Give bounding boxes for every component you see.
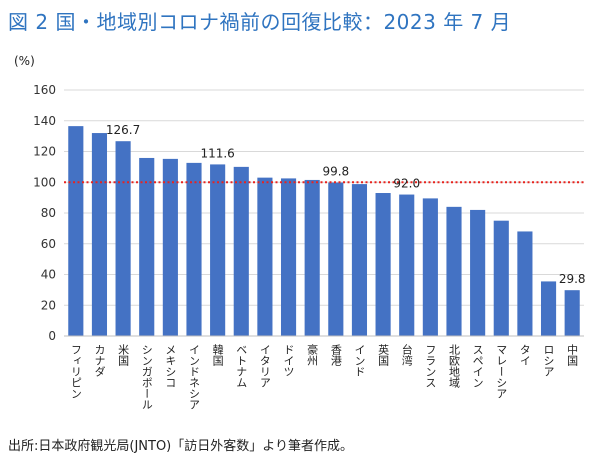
x-category-label: ロシア [542,344,555,377]
x-category-label: シンガポール [140,344,153,410]
bar [422,198,438,336]
data-label: 111.6 [200,146,234,160]
bar [351,184,368,336]
x-category-label: ベトナム [235,344,248,388]
y-tick-label: 140 [33,114,56,128]
bar [470,209,486,336]
y-tick-label: 160 [33,83,56,97]
bar [375,193,391,336]
y-tick-label: 20 [41,298,56,312]
x-category-label: 米国 [117,344,130,367]
x-category-label: カナダ [93,344,106,377]
x-category-label: タイ [518,344,531,366]
source-note: 出所:日本政府観光局(JNTO)「訪日外客数」より筆者作成。 [8,439,353,454]
bar [446,206,462,336]
bar [115,141,131,336]
x-category-label: 香港 [329,344,342,366]
x-category-label: 台湾 [400,343,413,367]
bar [517,231,533,336]
x-category-label: 中国 [566,344,579,367]
bar [257,177,273,336]
data-label: 92.0 [393,177,420,191]
bar [564,290,580,336]
x-category-label: フィリピン [69,344,82,399]
x-category-label: フランス [424,344,437,388]
bar [91,133,108,336]
y-tick-label: 100 [33,175,56,189]
data-label: 126.7 [106,123,140,137]
y-axis-unit-label: (%) [14,54,35,68]
y-tick-label: 40 [41,268,56,282]
y-tick-label: 120 [33,145,56,159]
bar [493,220,509,336]
bar [399,194,415,336]
y-tick-label: 60 [41,237,56,251]
y-tick-label: 80 [41,206,56,220]
bar [328,182,344,336]
bar [304,179,320,336]
x-category-label: イタリア [258,344,271,388]
x-category-label: 北欧地域 [448,344,461,388]
bar [68,126,84,336]
x-category-label: ドイツ [282,344,295,377]
data-label: 29.8 [559,272,586,286]
x-category-label: マレーシア [495,344,508,399]
bar [280,178,297,336]
x-category-label: インド [353,344,366,377]
x-category-label: 韓国 [211,344,224,367]
chart-title: 図 2 国・地域別コロナ禍前の回復比較：2023 年 7 月 [8,10,512,34]
bar [540,281,557,336]
bar [210,164,226,336]
bar [186,162,202,336]
bar [233,166,249,336]
x-category-label: スペイン [471,344,484,388]
x-category-label: 豪州 [306,343,319,366]
x-category-label: インドネシア [188,344,201,410]
x-category-label: メキシコ [164,344,177,388]
x-category-label: 英国 [377,343,390,367]
bar [139,157,155,336]
bar [162,158,178,336]
y-tick-label: 0 [48,329,56,343]
data-label: 99.8 [322,165,349,179]
